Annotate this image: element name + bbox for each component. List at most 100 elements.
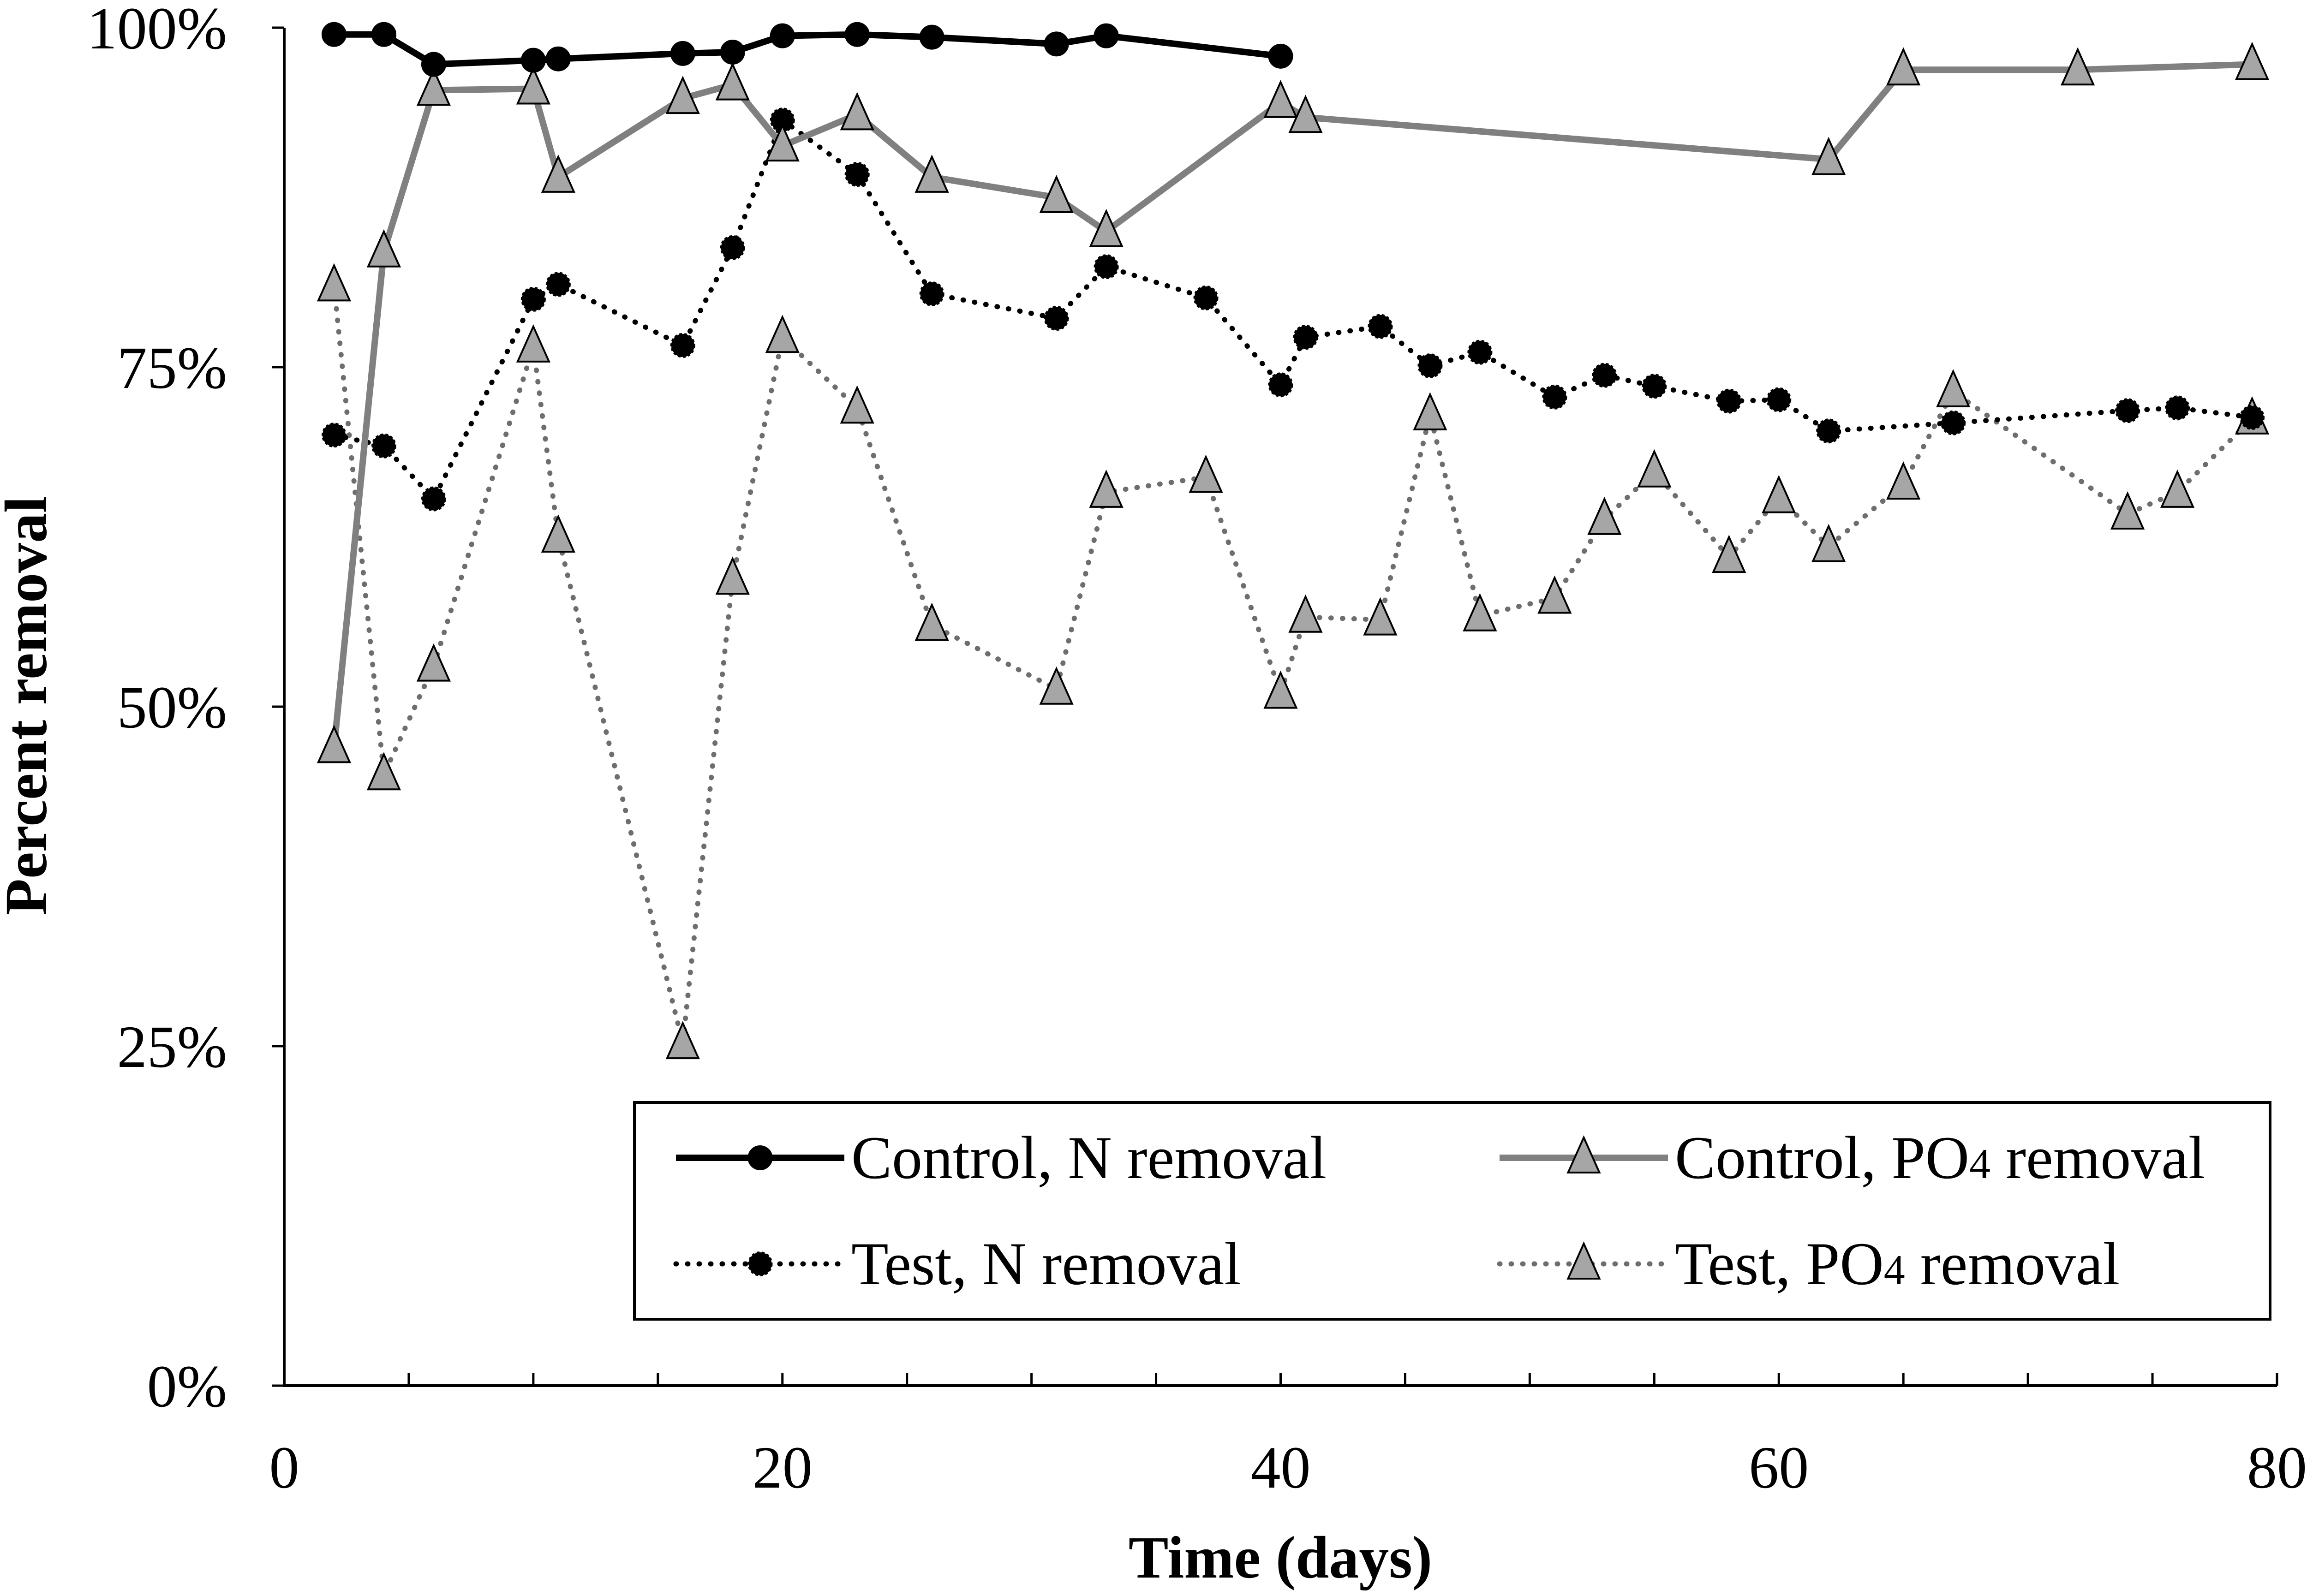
data-point-test-po4-removal	[715, 556, 750, 595]
data-point-test-n-removal	[2165, 395, 2190, 421]
data-point-control-po4-removal	[1089, 208, 1124, 247]
data-point-test-n-removal	[321, 423, 347, 448]
data-point-test-n-removal	[1417, 353, 1443, 379]
x-ticks: 0 20 40 60 80	[269, 1373, 2307, 1501]
data-point-test-po4-removal	[366, 752, 401, 791]
data-point-test-po4-removal	[1089, 469, 1124, 508]
y-tick-label: 100%	[87, 0, 227, 62]
data-point-control-po4-removal	[2235, 42, 2270, 80]
legend-label: Control, PO4 removal	[1675, 1124, 2205, 1191]
data-point-test-po4-removal	[2110, 491, 2145, 530]
data-point-test-n-removal	[720, 235, 745, 260]
x-tick-label: 80	[2247, 1435, 2307, 1501]
data-point-control-po4-removal	[1263, 80, 1298, 118]
data-point-test-po4-removal	[1936, 369, 1971, 407]
data-point-control-po4-removal	[366, 229, 401, 268]
data-point-test-n-removal	[1642, 374, 1667, 399]
data-point-control-po4-removal	[516, 66, 550, 105]
data-point-test-n-removal	[1044, 306, 1069, 331]
legend-label: Control, N removal	[851, 1124, 1327, 1191]
data-point-test-po4-removal	[1587, 496, 1622, 535]
data-point-test-po4-removal	[1263, 670, 1298, 709]
data-point-test-po4-removal	[2160, 469, 2195, 508]
series-test-n-removal	[321, 107, 2265, 512]
data-point-control-n-removal	[1268, 43, 1293, 69]
data-point-control-n-removal	[321, 22, 347, 47]
legend-swatch-marker	[1566, 1135, 1601, 1173]
data-point-control-n-removal	[1094, 23, 1119, 48]
data-point-control-po4-removal	[416, 67, 451, 106]
data-point-test-po4-removal	[1413, 392, 1447, 431]
y-tick-label: 25%	[117, 1014, 227, 1080]
data-point-control-po4-removal	[840, 92, 874, 131]
data-point-control-po4-removal	[1039, 175, 1074, 213]
data-point-control-po4-removal	[1886, 47, 1921, 86]
data-point-control-po4-removal	[914, 154, 949, 193]
data-point-control-po4-removal	[2061, 47, 2095, 86]
data-point-test-n-removal	[1542, 384, 1567, 410]
data-point-test-n-removal	[919, 281, 944, 307]
x-tick-label: 20	[753, 1435, 813, 1501]
data-point-test-po4-removal	[1288, 594, 1323, 633]
data-point-test-n-removal	[421, 486, 446, 512]
x-tick-label: 40	[1251, 1435, 1311, 1501]
data-point-test-po4-removal	[1039, 666, 1074, 705]
data-point-test-po4-removal	[1811, 524, 1846, 562]
data-point-control-po4-removal	[541, 154, 575, 193]
data-point-test-po4-removal	[1762, 475, 1796, 513]
data-point-test-po4-removal	[516, 324, 550, 363]
data-point-test-n-removal	[1766, 387, 1792, 412]
data-point-control-po4-removal	[1288, 95, 1323, 133]
series-line-test-n-removal	[331, 117, 2255, 502]
data-point-control-n-removal	[919, 24, 944, 50]
data-point-control-n-removal	[720, 39, 745, 65]
y-tick-label: 50%	[117, 674, 227, 741]
data-point-test-po4-removal	[1886, 461, 1921, 500]
legend-item-control-n-removal: Control, N removal	[676, 1124, 1327, 1191]
data-point-test-po4-removal	[1537, 575, 1572, 614]
series-control-po4-removal	[317, 42, 2270, 763]
data-point-control-n-removal	[844, 22, 870, 47]
data-point-control-n-removal	[421, 52, 446, 77]
data-point-control-po4-removal	[715, 62, 750, 101]
data-point-control-po4-removal	[765, 123, 800, 162]
y-tick-label: 0%	[147, 1353, 227, 1420]
legend-label: Test, PO4 removal	[1675, 1230, 2120, 1298]
data-point-test-n-removal	[1941, 410, 1966, 435]
legend-swatch-marker	[747, 1251, 773, 1276]
x-tick-label: 60	[1749, 1435, 1809, 1501]
series-layer	[317, 22, 2270, 1060]
data-point-test-n-removal	[1193, 285, 1219, 310]
data-point-test-n-removal	[1094, 254, 1119, 280]
legend-swatch-marker	[1566, 1241, 1601, 1280]
data-point-control-n-removal	[545, 46, 571, 71]
legend-item-test-po4-removal: Test, PO4 removal	[1497, 1230, 2120, 1298]
legend-swatch-marker	[747, 1145, 773, 1170]
data-point-test-n-removal	[670, 333, 695, 358]
data-point-test-n-removal	[2240, 405, 2265, 430]
data-point-test-n-removal	[2115, 398, 2140, 423]
legend-item-control-po4-removal: Control, PO4 removal	[1500, 1124, 2205, 1191]
data-point-test-n-removal	[1467, 339, 1493, 365]
series-line-control-n-removal	[334, 31, 1281, 68]
y-ticks: 0% 25% 50% 75% 100%	[87, 0, 284, 1420]
data-point-control-po4-removal	[1811, 137, 1846, 175]
data-point-test-po4-removal	[1712, 535, 1746, 573]
data-point-test-n-removal	[1716, 388, 1742, 414]
y-axis-title: Percent removal	[0, 496, 60, 915]
data-point-control-po4-removal	[317, 725, 352, 763]
data-point-test-n-removal	[520, 286, 546, 312]
legend-box	[633, 1101, 2271, 1321]
x-axis-title: Time (days)	[1129, 1525, 1432, 1591]
data-point-test-po4-removal	[541, 514, 575, 553]
data-point-test-po4-removal	[765, 315, 800, 353]
data-point-test-po4-removal	[317, 263, 352, 302]
data-point-test-n-removal	[1268, 372, 1293, 398]
data-point-test-n-removal	[371, 433, 396, 459]
series-test-po4-removal	[317, 263, 2270, 1060]
data-point-test-n-removal	[1592, 363, 1617, 388]
data-point-test-po4-removal	[914, 602, 949, 641]
data-point-test-po4-removal	[840, 385, 874, 424]
data-point-control-n-removal	[670, 41, 695, 66]
